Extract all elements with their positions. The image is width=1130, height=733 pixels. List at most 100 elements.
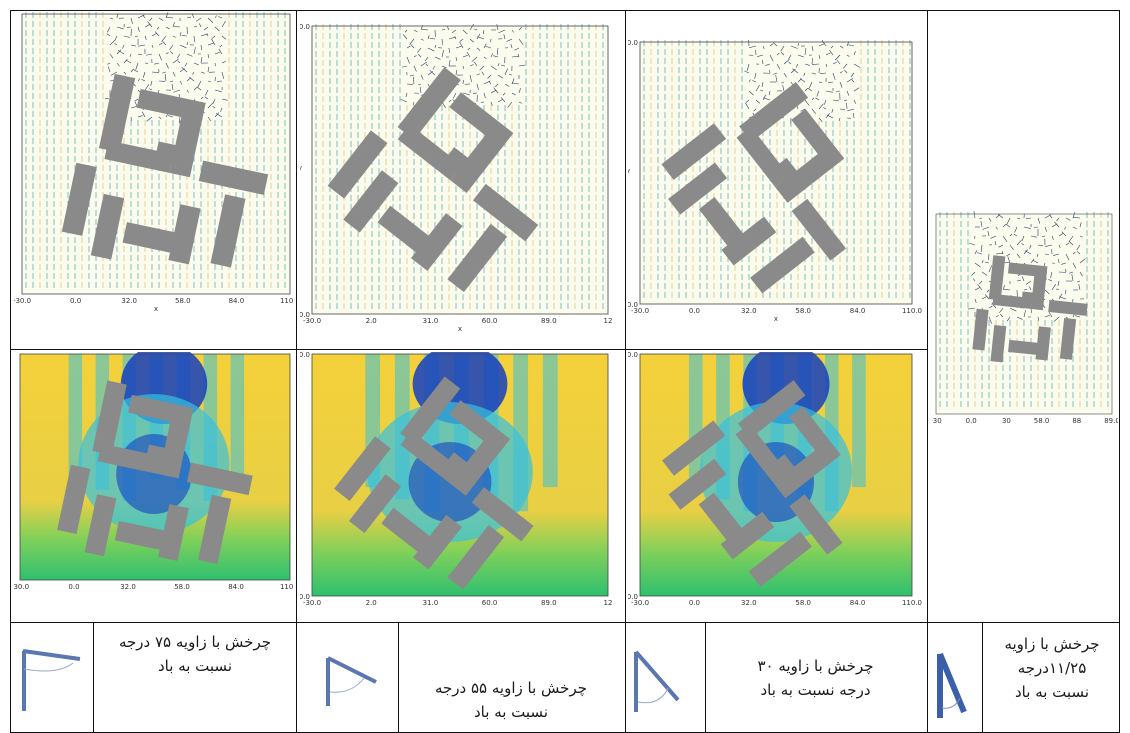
vector-plot-2-vector-arrow	[811, 72, 816, 75]
vector-plot-2-y-axis-label: y	[628, 167, 630, 175]
side-plot-vector-arrow	[1013, 233, 1018, 237]
vector-plot-1-vector-arrow	[448, 60, 451, 67]
contour-plot-2-building	[668, 458, 727, 510]
vector-plot-1-vector-arrow	[419, 87, 422, 94]
vector-plot-0-vector-arrow	[207, 80, 211, 83]
contour-plot-1-buildings	[334, 376, 534, 590]
vector-plot-1-vector-arrow	[462, 29, 468, 35]
contour-plot-2-x-tick-label: 58.0	[795, 599, 811, 607]
vector-plot-0-vector-arrow	[110, 71, 118, 76]
vector-plot-2-vector-arrow	[818, 54, 821, 59]
vector-plot-1-vector-arrow	[424, 56, 429, 62]
table-border-right	[1119, 10, 1120, 733]
vector-plot-0-vector-arrow	[200, 71, 205, 74]
vector-plot-2-vector-arrow	[823, 107, 827, 110]
contour-plot-2-building	[769, 454, 797, 482]
vector-plot-2-vector-arrow	[807, 88, 813, 92]
side-plot-x-tick-label: 89.0	[1104, 417, 1118, 425]
vector-plot-0-vector-arrow	[207, 17, 214, 24]
vector-plot-1-x-tick-label: 31.0	[423, 317, 439, 325]
caption-11deg-line2: ۱۱/۲۵درجه	[1017, 659, 1087, 677]
vector-plot-1-x-tick-label: 12	[604, 317, 613, 325]
side-plot-vector-arrow	[980, 244, 983, 252]
vector-plot-1-vector-arrow	[474, 28, 478, 31]
side-plot-vector-arrow	[984, 294, 990, 300]
vector-plot-0-vector-arrow	[170, 80, 174, 83]
vector-plot-0-vector-arrow	[165, 26, 170, 30]
vector-plot-1-vector-arrow	[483, 80, 491, 85]
vector-plot-1-vector-arrow	[493, 87, 499, 94]
side-plot-vector-arrow	[1014, 226, 1018, 233]
vector-plot-1-vector-arrow	[402, 34, 408, 40]
vector-plot-0-vector-arrow	[200, 33, 208, 37]
side-plot-vector-arrow	[979, 280, 983, 285]
vector-plot-2-vector-arrow	[853, 99, 856, 104]
vector-plot-1-vector-arrow	[447, 26, 450, 31]
vector-plot-2-building	[661, 123, 727, 180]
contour-plot-2-streak	[852, 354, 866, 488]
vector-plot-1-vector-arrow	[512, 82, 520, 85]
vector-plot-0-vector-arrow	[154, 31, 160, 37]
row-divider-2	[10, 622, 1120, 623]
contour-plot-0-building	[84, 494, 117, 557]
vector-plot-2-vector-arrow	[816, 90, 820, 97]
side-plot-x-tick-label: 30	[1002, 417, 1011, 425]
contour-plot-0-x-tick-label: -30.0	[14, 583, 29, 591]
vector-plot-1-x-tick-label: -30.0	[303, 317, 321, 325]
side-plot-building	[1021, 291, 1035, 305]
contour-plot-2-building	[773, 445, 834, 499]
vector-plot-2-vector-arrow	[761, 81, 764, 87]
vector-plot-1-vector-arrow	[413, 101, 415, 105]
side-plot-vector-arrow	[1023, 310, 1026, 318]
vector-plot-0-vector-arrow	[158, 42, 163, 46]
vector-plot-2-vector-arrow	[799, 78, 806, 83]
vector-plot-2-building	[721, 216, 777, 266]
vector-plot-1-vector-arrow	[462, 65, 464, 70]
vector-plot-0-vector-arrow	[142, 15, 146, 19]
vector-plot-0-vector-arrow	[207, 42, 214, 46]
vector-plot-1-y-axis-label: y	[300, 164, 302, 172]
vector-plot-1-vector-arrow	[476, 73, 480, 76]
vector-plot-1-vector-arrow	[469, 23, 474, 31]
vector-plot-0-vector-arrow	[166, 16, 174, 19]
vector-plot-1-vector-arrow	[425, 63, 429, 67]
vector-plot-1-building	[343, 170, 399, 233]
vector-plot-1-vector-arrow	[406, 45, 411, 49]
vector-plot-2-vector-arrow	[776, 63, 781, 70]
contour-plot-2-y-tick-label: 110.0	[628, 352, 638, 359]
contour-plot-30deg: -30.0 0.0 32.0 58.0 84.0 110.0 110.0 -30.0	[628, 352, 922, 607]
contour-plot-0-streak	[68, 354, 83, 479]
vector-plot-2-vector-arrow	[746, 63, 750, 71]
vector-plot-0-vector-arrow	[214, 112, 220, 118]
side-plot-vector-arrow	[1029, 286, 1032, 291]
side-plot-building	[1048, 299, 1088, 316]
vector-plot-2-vector-arrow	[804, 48, 807, 56]
vector-plot-2-building	[739, 82, 809, 142]
caption-11deg: چرخش با زاویه ۱۱/۲۵درجه نسبت به باد	[985, 632, 1119, 704]
side-plot-vector-arrow	[1030, 258, 1035, 264]
vector-plot-0-vector-arrow	[214, 26, 220, 32]
vector-plot-1-vector-arrow	[466, 51, 471, 58]
vector-plot-1-vector-arrow	[441, 65, 447, 69]
vector-plot-0-vector-arrow	[195, 17, 202, 22]
side-plot-vector-arrow	[1076, 251, 1081, 255]
vector-plot-2-y-tick-label: 110.0	[628, 39, 638, 47]
vector-plot-1-vector-arrow	[410, 74, 415, 77]
vector-plot-2-vector-arrow	[792, 68, 799, 74]
vector-plot-1-vector-arrow	[420, 74, 424, 80]
vector-plot-0-vector-arrow	[193, 25, 197, 28]
vector-plot-0-building	[169, 107, 204, 178]
side-plot-vector-arrow	[974, 262, 981, 268]
vector-plot-0-x-axis-label: x	[154, 305, 158, 313]
side-plot-vector-arrow	[998, 214, 1004, 219]
vector-plot-0-vector-arrow	[133, 69, 139, 73]
vector-plot-0-vector-arrow	[176, 53, 181, 59]
side-plot-vector-arrow	[1078, 284, 1081, 291]
vector-plot-1-vector-arrow	[420, 61, 427, 67]
vector-plot-1-vector-arrow	[498, 29, 506, 34]
vector-plot-1-vector-arrow	[518, 64, 525, 67]
vector-plot-0-vector-arrow	[172, 35, 176, 38]
vector-plot-1-vector-arrow	[453, 92, 457, 99]
rotation-11deg-icon	[937, 652, 967, 718]
vector-plot-2-vector-arrow	[851, 79, 855, 83]
